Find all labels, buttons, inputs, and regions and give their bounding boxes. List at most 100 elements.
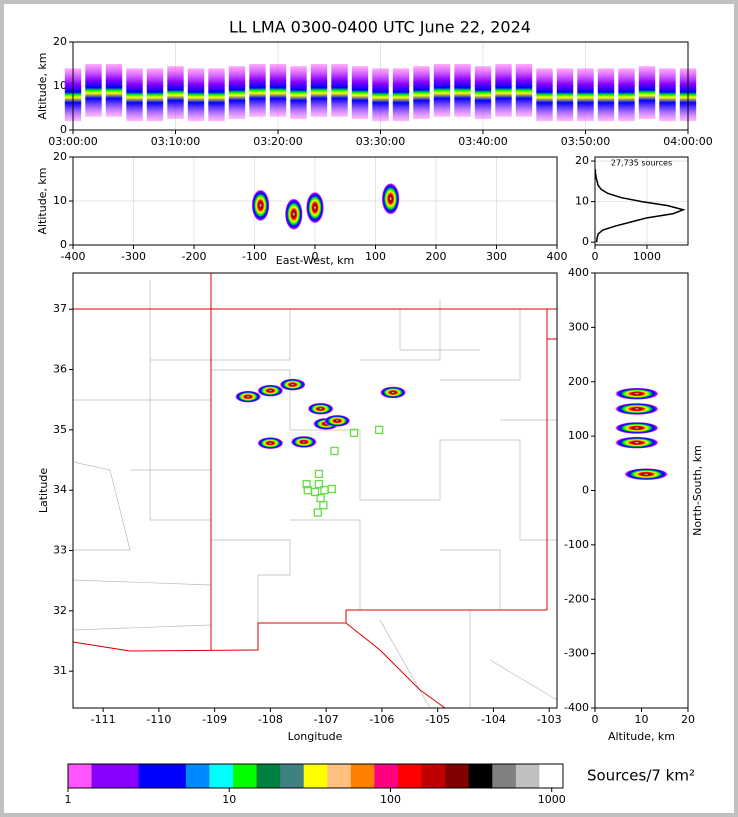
source-column: [597, 68, 615, 122]
source-density: [380, 386, 407, 399]
y-tick-label: 10: [575, 195, 589, 208]
source-column: [85, 64, 102, 117]
axes-frame: [594, 272, 689, 709]
x-axis-label: Longitude: [288, 730, 343, 743]
color-segment: [539, 764, 564, 788]
source-column: [433, 64, 451, 117]
station: [349, 428, 359, 438]
x-tick-label: -200: [182, 250, 207, 263]
color-segment: [492, 764, 517, 788]
y-tick-label: 10: [53, 79, 67, 92]
source-density: [614, 387, 659, 400]
color-segment: [138, 764, 163, 788]
source-density: [257, 437, 284, 450]
chart-title: LL LMA 0300-0400 UTC June 22, 2024: [229, 18, 531, 37]
x-tick-label: 03:20:00: [253, 135, 302, 148]
station: [330, 446, 339, 456]
source-column: [495, 64, 512, 117]
station: [310, 487, 320, 497]
x-tick-label: -111: [91, 713, 116, 726]
source-column: [351, 66, 369, 119]
source-column: [618, 68, 635, 122]
color-segment: [374, 764, 399, 788]
color-segment: [445, 764, 470, 788]
x-tick-label: 400: [547, 250, 568, 263]
x-tick-label: -106: [369, 713, 394, 726]
source-column: [556, 68, 574, 122]
source-density: [614, 421, 659, 434]
annotation: 27,735 sources: [611, 159, 672, 168]
x-tick-label: 0: [592, 250, 599, 263]
y-tick-label: 20: [575, 154, 589, 167]
station: [319, 501, 328, 510]
color-segment: [350, 764, 375, 788]
y-tick-label: 0: [60, 238, 67, 251]
y-tick-label: 20: [53, 150, 67, 163]
axes-frame: [72, 156, 558, 246]
source-density: [324, 414, 351, 427]
y-tick-label: 35: [53, 423, 67, 436]
x-tick-label: 1000: [633, 250, 661, 263]
source-column: [290, 66, 307, 119]
source-column: [228, 66, 246, 119]
x-tick-label: 0: [312, 250, 319, 263]
source-column: [392, 68, 410, 122]
source-column: [146, 68, 164, 122]
source-column: [167, 66, 184, 119]
x-tick-label: -110: [146, 713, 171, 726]
x-tick-label: 03:30:00: [356, 135, 405, 148]
x-tick-label: 10: [222, 793, 236, 806]
x-tick-label: -300: [121, 250, 146, 263]
x-tick-label: -103: [537, 713, 562, 726]
color-segment: [233, 764, 258, 788]
source-density: [306, 191, 324, 224]
y-tick-label: 10: [53, 194, 67, 207]
source-column: [249, 64, 266, 117]
x-tick-label: -105: [425, 713, 450, 726]
source-column: [187, 68, 205, 122]
x-tick-label: 04:00:00: [663, 135, 712, 148]
x-tick-label: 03:00:00: [48, 135, 97, 148]
background: [4, 4, 734, 813]
x-tick-label: 300: [486, 250, 507, 263]
color-segment: [421, 764, 446, 788]
y-tick-label: -300: [564, 647, 589, 660]
color-segment: [280, 764, 305, 788]
x-tick-label: 10: [635, 713, 649, 726]
color-segment: [115, 764, 140, 788]
station: [374, 425, 384, 435]
y-axis-label: Latitude: [37, 468, 50, 514]
y-tick-label: 20: [53, 35, 67, 48]
x-tick-label: 1000: [538, 793, 566, 806]
source-density: [614, 436, 659, 449]
axes-frame: [72, 41, 689, 131]
x-axis-label: East-West, km: [276, 254, 354, 267]
y-tick-label: -100: [564, 538, 589, 551]
colorbar-label: Sources/7 km²: [587, 767, 695, 785]
x-axis-label: Altitude, km: [608, 730, 675, 743]
y-tick-label: 100: [568, 429, 589, 442]
color-segment: [256, 764, 281, 788]
x-tick-label: 03:50:00: [561, 135, 610, 148]
source-density: [284, 198, 303, 231]
source-column: [310, 64, 328, 117]
axes-frame: [594, 156, 689, 246]
y-axis-label: Altitude, km: [36, 167, 49, 234]
source-density: [307, 402, 334, 415]
x-tick-label: 200: [426, 250, 447, 263]
source-column: [269, 64, 287, 117]
source-column: [208, 68, 225, 122]
y-tick-label: 34: [53, 483, 67, 496]
y-tick-label: 36: [53, 363, 67, 376]
y-tick-label: 400: [568, 266, 589, 279]
color-segment: [91, 764, 116, 788]
source-density: [614, 402, 659, 415]
axes-frame: [72, 272, 558, 709]
color-segment: [68, 764, 93, 788]
color-segment: [162, 764, 187, 788]
source-column: [536, 68, 553, 122]
y-tick-label: 0: [582, 235, 589, 248]
station: [327, 484, 336, 494]
color-segment: [398, 764, 423, 788]
